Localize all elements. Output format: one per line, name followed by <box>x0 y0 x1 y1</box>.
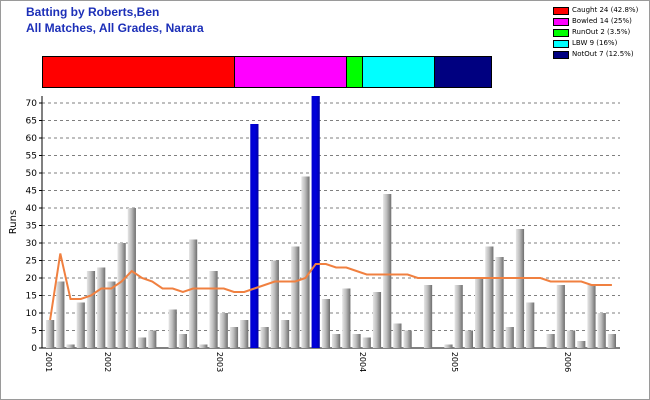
bar <box>137 337 147 348</box>
bar <box>168 309 177 348</box>
bar <box>362 337 371 348</box>
bar <box>56 281 65 348</box>
y-tick-label: 20 <box>26 274 38 284</box>
bar <box>383 194 392 348</box>
distribution-segment <box>435 57 491 87</box>
y-tick-label: 40 <box>26 204 38 214</box>
bar <box>117 243 126 348</box>
bar <box>546 334 555 348</box>
legend-swatch <box>553 29 569 37</box>
bar <box>597 313 606 348</box>
x-tick-label: 2001 <box>44 352 53 372</box>
bar <box>607 334 616 348</box>
legend-swatch <box>553 40 569 48</box>
dismissal-distribution-bar <box>42 56 492 88</box>
distribution-segment <box>347 57 363 87</box>
legend-label: LBW 9 (16%) <box>572 39 618 47</box>
bar <box>352 334 361 348</box>
bar <box>566 330 576 348</box>
bar <box>587 285 596 348</box>
distribution-segment <box>363 57 435 87</box>
bar <box>107 281 116 348</box>
bar <box>291 246 300 348</box>
bar <box>475 278 484 348</box>
bar <box>189 239 198 348</box>
distribution-segment <box>43 57 235 87</box>
x-tick-label: 2005 <box>450 352 459 372</box>
bar <box>423 285 433 348</box>
bar <box>178 334 187 348</box>
bar <box>577 341 586 348</box>
y-tick-label: 45 <box>26 187 37 197</box>
distribution-segment <box>235 57 347 87</box>
bar <box>199 344 208 348</box>
chart-subtitle: All Matches, All Grades, Narara <box>26 21 204 35</box>
bar <box>260 327 269 348</box>
bar-not-out <box>250 124 259 348</box>
y-tick-label: 15 <box>26 292 37 302</box>
bar <box>464 330 473 348</box>
bar <box>280 320 290 348</box>
bar <box>485 246 494 348</box>
bar <box>270 260 279 348</box>
x-tick-label: 2003 <box>215 352 224 372</box>
x-tick-label: 2002 <box>103 352 112 372</box>
bar <box>403 330 412 348</box>
legend-label: NotOut 7 (12.5%) <box>572 50 634 58</box>
bar <box>495 257 504 348</box>
legend-label: RunOut 2 (3.5%) <box>572 28 631 36</box>
y-tick-label: 10 <box>26 309 38 319</box>
bar <box>444 344 453 348</box>
average-line <box>49 253 612 321</box>
y-tick-label: 65 <box>26 117 37 127</box>
chart-title: Batting by Roberts,Ben <box>26 5 160 19</box>
y-tick-label: 5 <box>31 327 37 337</box>
y-tick-label: 70 <box>26 99 38 109</box>
bar <box>454 285 463 348</box>
bar <box>127 208 136 348</box>
bar <box>301 176 310 348</box>
legend-swatch <box>553 18 569 26</box>
legend-swatch <box>553 7 569 15</box>
bar <box>556 285 565 348</box>
bar <box>46 320 55 348</box>
y-tick-label: 30 <box>26 239 38 249</box>
x-tick-label: 2004 <box>358 352 367 372</box>
bar <box>342 288 351 348</box>
bar <box>97 267 106 348</box>
bar <box>505 327 514 348</box>
bar <box>321 299 330 348</box>
bar <box>209 271 218 348</box>
y-axis-label: Runs <box>8 210 19 234</box>
y-tick-label: 25 <box>26 257 37 267</box>
bar <box>229 327 239 348</box>
bar <box>526 302 535 348</box>
bar-not-out <box>311 96 320 348</box>
bar <box>148 330 157 348</box>
legend-label: Caught 24 (42.8%) <box>572 6 639 14</box>
y-tick-label: 50 <box>26 169 38 179</box>
bar <box>332 334 341 348</box>
bar <box>515 229 525 348</box>
bar <box>240 320 249 348</box>
bar <box>86 271 96 348</box>
y-tick-label: 35 <box>26 222 37 232</box>
bar <box>66 344 75 348</box>
y-tick-label: 55 <box>26 152 37 162</box>
y-tick-label: 0 <box>31 344 37 354</box>
bar <box>372 292 382 348</box>
bar <box>219 313 228 348</box>
x-tick-label: 2006 <box>563 352 572 372</box>
bar <box>76 302 85 348</box>
legend-label: Bowled 14 (25%) <box>572 17 632 25</box>
bar <box>393 323 402 348</box>
legend-swatch <box>553 51 569 59</box>
y-tick-label: 60 <box>26 134 38 144</box>
